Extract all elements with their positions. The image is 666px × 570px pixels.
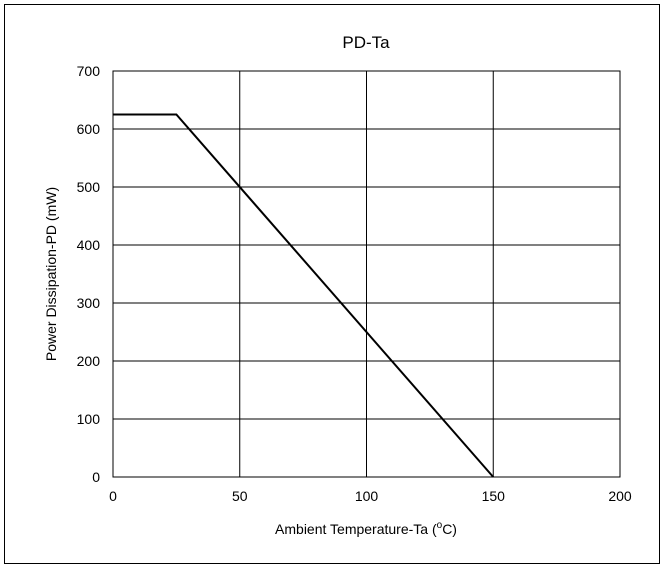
x-tick-label-0: 0 <box>109 488 117 504</box>
y-tick-label-5: 500 <box>77 179 101 195</box>
x-axis-ticks: 0 50 100 150 200 <box>109 488 632 504</box>
chart-title: PD-Ta <box>342 33 390 52</box>
x-axis-label: Ambient Temperature-Ta (oC) <box>275 520 457 537</box>
x-tick-label-1: 50 <box>232 488 248 504</box>
y-tick-label-3: 300 <box>77 295 101 311</box>
plot-area-border <box>112 70 621 478</box>
grid <box>112 70 621 478</box>
series-group <box>113 113 495 478</box>
y-tick-label-0: 0 <box>92 469 100 485</box>
y-axis-label: Power Dissipation-PD (mW) <box>43 187 59 361</box>
x-tick-label-4: 200 <box>608 488 632 504</box>
x-axis-label-text: Ambient Temperature-Ta ( <box>275 521 437 537</box>
y-axis-ticks: 0 100 200 300 400 500 600 700 <box>77 63 101 485</box>
x-tick-label-2: 100 <box>355 488 379 504</box>
y-tick-label-6: 600 <box>77 121 101 137</box>
y-tick-label-7: 700 <box>77 63 101 79</box>
y-tick-label-2: 200 <box>77 353 101 369</box>
x-axis-label-end: C) <box>442 521 457 537</box>
series-line-0 <box>113 113 495 478</box>
y-tick-label-1: 100 <box>77 411 101 427</box>
x-axis-label-sup: o <box>437 520 443 531</box>
x-tick-label-3: 150 <box>482 488 506 504</box>
y-tick-label-4: 400 <box>77 237 101 253</box>
